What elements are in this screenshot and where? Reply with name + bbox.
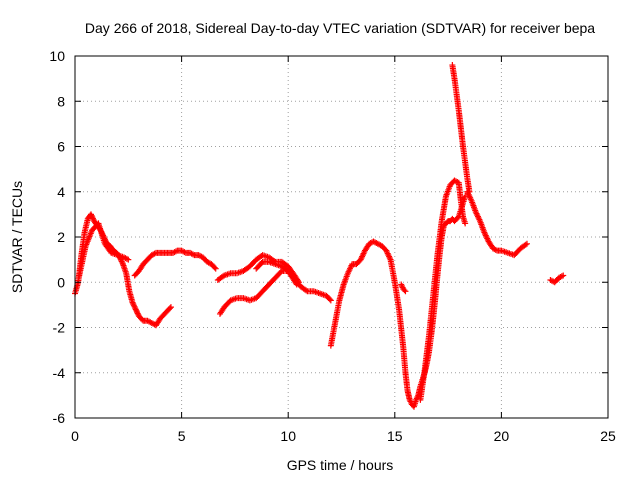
data-point bbox=[211, 264, 218, 271]
grid bbox=[75, 56, 608, 418]
data-point bbox=[277, 269, 284, 276]
data-point bbox=[87, 211, 94, 218]
data-point bbox=[134, 309, 141, 316]
y-axis-label: SDTVAR / TECUs bbox=[9, 181, 25, 293]
x-axis-label: GPS time / hours bbox=[287, 457, 394, 473]
y-tick-label: 8 bbox=[57, 93, 65, 109]
data-point bbox=[167, 304, 174, 311]
y-tick-label: 10 bbox=[49, 48, 65, 64]
data-point bbox=[130, 302, 137, 309]
x-tick-label: 0 bbox=[71, 428, 79, 444]
data-point bbox=[462, 220, 469, 227]
data-point bbox=[560, 272, 567, 279]
data-point bbox=[131, 303, 138, 310]
data-point bbox=[326, 296, 333, 303]
data-point bbox=[119, 259, 126, 266]
data-point bbox=[327, 297, 334, 304]
data-point bbox=[212, 265, 219, 272]
data-point bbox=[133, 307, 140, 314]
axis-ticks: 0 5 10 15 20 25 -6 -4 -2 0 2 4 6 8 10 bbox=[49, 48, 616, 444]
series-trace-6 bbox=[253, 258, 300, 288]
data-point bbox=[401, 287, 408, 294]
y-tick-label: 0 bbox=[57, 274, 65, 290]
y-tick-label: 4 bbox=[57, 184, 65, 200]
series-trace-10 bbox=[449, 62, 473, 195]
series-trace-2 bbox=[76, 220, 132, 279]
y-tick-label: 6 bbox=[57, 139, 65, 155]
data-point bbox=[293, 281, 300, 288]
chart-title: Day 266 of 2018, Sidereal Day-to-day VTE… bbox=[85, 20, 595, 36]
data-point bbox=[129, 299, 136, 306]
data-point bbox=[166, 305, 173, 312]
data-point bbox=[125, 256, 132, 263]
y-tick-label: 2 bbox=[57, 229, 65, 245]
series-trace-11 bbox=[464, 188, 530, 259]
data-point bbox=[132, 306, 139, 313]
data-point bbox=[89, 214, 96, 221]
data-points bbox=[72, 62, 567, 410]
x-tick-label: 20 bbox=[494, 428, 510, 444]
x-tick-label: 15 bbox=[387, 428, 403, 444]
y-tick-label: -6 bbox=[53, 410, 66, 426]
series-trace-9 bbox=[417, 177, 469, 403]
data-point bbox=[118, 258, 125, 265]
data-point bbox=[89, 215, 96, 222]
data-point bbox=[134, 310, 141, 317]
data-point bbox=[130, 300, 137, 307]
data-point bbox=[523, 240, 530, 247]
data-point bbox=[292, 280, 299, 287]
data-point bbox=[132, 305, 139, 312]
x-tick-label: 10 bbox=[280, 428, 296, 444]
x-tick-label: 25 bbox=[600, 428, 616, 444]
series-trace-12 bbox=[547, 272, 567, 286]
x-tick-label: 5 bbox=[178, 428, 186, 444]
y-tick-label: -4 bbox=[53, 365, 66, 381]
data-point bbox=[88, 212, 95, 219]
y-tick-label: -2 bbox=[53, 320, 66, 336]
data-point bbox=[522, 241, 529, 248]
series-trace-8 bbox=[398, 281, 409, 295]
data-point bbox=[402, 288, 409, 295]
series-trace-3 bbox=[131, 247, 219, 279]
data-point bbox=[303, 287, 310, 294]
data-point bbox=[258, 260, 265, 267]
